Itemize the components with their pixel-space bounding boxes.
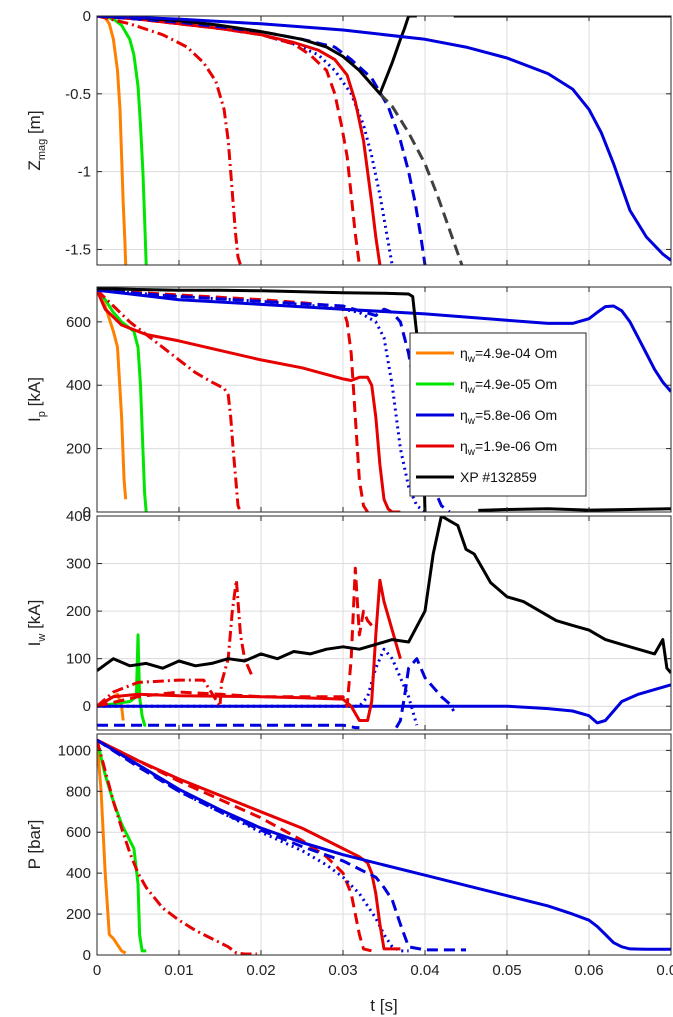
pressure-ytick-label-2: 400: [66, 865, 91, 882]
pressure-series-2: [97, 739, 257, 955]
legend-entry-4: XP #132859: [460, 469, 537, 485]
z-mag-ylabel: Zmag [m]: [25, 110, 48, 170]
pressure-ytick-label-4: 800: [66, 783, 91, 800]
wall-current-series-1: [97, 633, 147, 727]
z-mag-ytick-label-1: -0.5: [65, 86, 91, 103]
xtick-label-4: 0.04: [410, 962, 439, 979]
wall-current-series-2: [97, 683, 671, 725]
pressure-ylabel: P [bar]: [25, 820, 44, 870]
wall-current-series-7: [97, 566, 373, 708]
plasma-current-series-5: [97, 289, 401, 512]
z-mag-series-0: [97, 16, 128, 265]
pressure-ytick-label-3: 600: [66, 824, 91, 841]
pressure-series-6: [97, 738, 466, 952]
z-mag-series-4: [97, 16, 361, 265]
panel-pressure: 0 200 400 600 800 1000 P [bar] 0 0.01 0.02 0.03 0.0…: [25, 733, 673, 979]
legend-entry-3: ηw=1.9e-06 Om: [460, 438, 557, 458]
plasma-current-series-7: [97, 288, 671, 393]
plasma-current-ytick-label-0: 0: [83, 504, 91, 521]
wall-current-ytick-label-0: 0: [83, 698, 91, 715]
wall-current-series-4: [395, 657, 456, 729]
legend: ηw=4.9e-04 Om ηw=4.9e-05 Om ηw=5.8e-06 Om η…: [409, 332, 587, 497]
z-mag-series-5: [97, 16, 382, 265]
xtick-label-7: 0.07: [656, 962, 673, 979]
x-axis-label: t [s]: [370, 996, 397, 1015]
wall-current-ytick-label-1: 100: [66, 651, 91, 668]
pressure-axis-box: [96, 733, 672, 956]
pressure-ytick-label-5: 1000: [58, 742, 91, 759]
plasma-current-series-3: [97, 288, 426, 512]
z-mag-ytick-label-2: -1: [78, 164, 91, 181]
xtick-label-5: 0.05: [492, 962, 521, 979]
legend-entry-2: ηw=5.8e-06 Om: [460, 407, 557, 427]
wall-current-axis-box: [96, 515, 672, 731]
panel-z-mag: 0 -0.5 -1 -1.5 Zmag [m]: [25, 8, 672, 266]
xtick-label-2: 0.02: [246, 962, 275, 979]
legend-entry-0: ηw=4.9e-04 Om: [460, 345, 557, 365]
plasma-current-series-2: [97, 289, 242, 512]
pressure-series-0: [97, 739, 127, 955]
plasma-current-axis-box: [96, 286, 672, 513]
z-mag-axis-box: [96, 15, 672, 266]
wall-current-ytick-label-4: 400: [66, 508, 91, 525]
plasma-current-ytick-label-3: 600: [66, 314, 91, 331]
wall-current-series-9: [97, 516, 671, 674]
plasma-current-series-1: [97, 289, 148, 512]
pressure-ytick-label-0: 0: [83, 947, 91, 964]
z-mag-series-8: [97, 16, 417, 96]
pressure-series-4: [97, 738, 409, 953]
plasma-current-series-9: [478, 507, 671, 512]
plasma-current-series-4: [97, 288, 369, 512]
z-mag-series-2: [97, 16, 242, 265]
wall-current-series-8: [97, 578, 402, 722]
pressure-ytick-label-1: 200: [66, 906, 91, 923]
z-mag-series-7: [378, 92, 464, 265]
plasma-current-ytick-label-2: 400: [66, 377, 91, 394]
plasma-current-series-6: [97, 288, 451, 512]
pressure-series-3: [97, 738, 373, 953]
plasma-current-ytick-label-1: 200: [66, 441, 91, 458]
xtick-label-1: 0.01: [164, 962, 193, 979]
xtick-label-6: 0.06: [574, 962, 603, 979]
z-mag-ytick-label-3: -1.5: [65, 241, 91, 258]
wall-current-series-5: [97, 647, 419, 726]
xtick-label-0: 0: [93, 962, 101, 979]
wall-current-ylabel: Iw [kA]: [25, 600, 48, 647]
wall-current-series-6: [97, 578, 255, 708]
z-mag-series-10: [97, 16, 671, 262]
pressure-series-7: [97, 738, 671, 951]
xtick-label-3: 0.03: [328, 962, 357, 979]
z-mag-ytick-label-0: 0: [83, 8, 91, 25]
pressure-series-5: [97, 738, 401, 951]
wall-current-ytick-label-2: 200: [66, 603, 91, 620]
wall-current-ytick-label-3: 300: [66, 556, 91, 573]
panel-wall-current: 0 100 200 300 400 Iw [kA]: [25, 508, 672, 731]
plasma-current-ylabel: Ip [kA]: [25, 377, 48, 422]
wall-current-series-3: [97, 723, 360, 730]
legend-entry-1: ηw=4.9e-05 Om: [460, 376, 557, 396]
